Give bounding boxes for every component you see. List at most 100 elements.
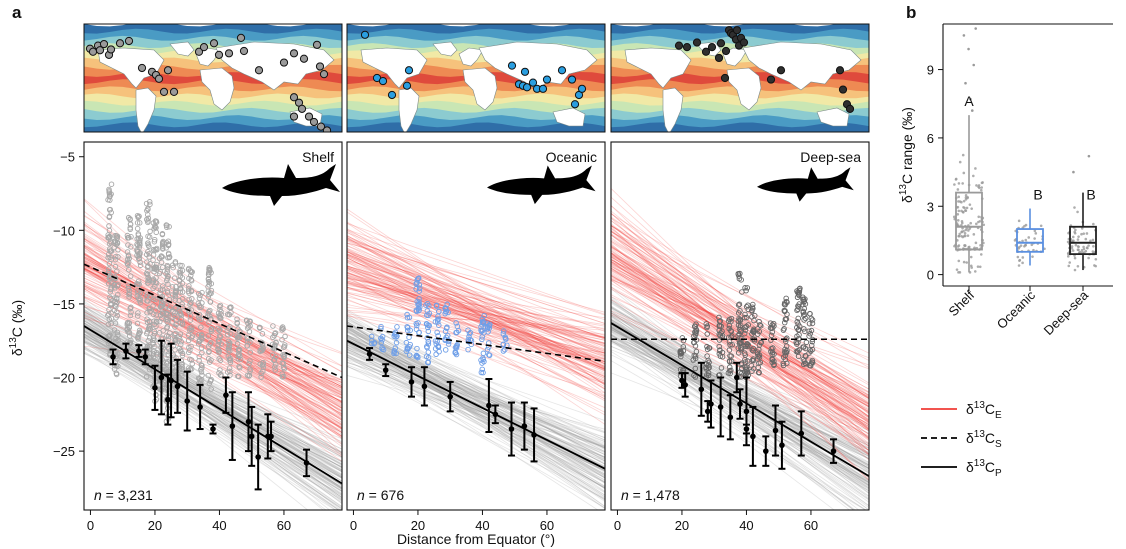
data-point: [282, 333, 288, 340]
posterior-line-baseline: [84, 310, 331, 510]
data-point: [780, 362, 787, 369]
x-tick-label: 20: [411, 518, 425, 533]
data-point: [452, 350, 458, 356]
range-point: [1018, 259, 1021, 262]
posterior-line-baseline: [84, 348, 342, 488]
data-point: [125, 283, 132, 289]
data-point: [105, 280, 112, 287]
category-label: Deep-sea: [1041, 287, 1092, 338]
posterior-line-environment: [347, 271, 605, 372]
posterior-line-baseline: [347, 327, 605, 498]
sample-site: [254, 66, 264, 75]
posterior-line-baseline: [84, 336, 342, 497]
data-point: [143, 216, 150, 223]
posterior-line-baseline: [347, 334, 605, 450]
data-point: [226, 348, 233, 354]
sample-size-n: n: [94, 487, 102, 503]
baseline-mean-line: [347, 339, 605, 470]
range-point: [954, 177, 958, 181]
data-point: [225, 353, 232, 359]
sample-site: [199, 43, 209, 52]
data-point: [143, 251, 150, 258]
data-point: [500, 328, 507, 334]
posterior-line-environment: [347, 288, 605, 341]
data-point: [126, 324, 132, 330]
posterior-line-environment: [347, 274, 605, 359]
data-point: [188, 299, 194, 306]
data-point: [425, 328, 432, 335]
data-point: [205, 372, 211, 379]
y-tick-label: −5: [60, 150, 75, 165]
sample-site: [538, 84, 548, 93]
posterior-line-environment: [611, 227, 869, 421]
data-point: [177, 331, 184, 337]
data-point: [406, 352, 413, 358]
posterior-line-environment: [347, 313, 605, 354]
x-tick-label: 60: [540, 518, 554, 533]
posterior-line-environment: [347, 286, 605, 385]
data-point: [237, 364, 243, 371]
data-point: [172, 291, 179, 298]
data-point: [115, 363, 121, 369]
posterior-line-baseline: [347, 339, 605, 442]
sample-site: [312, 40, 322, 49]
range-point: [969, 221, 973, 225]
data-point: [178, 361, 185, 367]
posterior-line-environment: [347, 231, 605, 396]
posterior-line-baseline: [84, 334, 342, 471]
mean-point: [158, 374, 165, 381]
range-point: [967, 245, 971, 249]
posterior-line-environment: [347, 296, 605, 354]
posterior-line-environment: [347, 270, 605, 366]
data-point: [188, 335, 195, 341]
mean-point: [679, 377, 685, 384]
posterior-line-environment: [347, 306, 605, 335]
data-point: [126, 266, 132, 273]
data-point: [171, 275, 178, 281]
data-point: [163, 222, 170, 228]
data-point: [172, 259, 179, 265]
data-point: [111, 366, 118, 372]
data-point: [802, 353, 808, 359]
y-axis-title-b-base: δ: [899, 195, 915, 203]
posterior-line-environment: [611, 225, 869, 481]
posterior-line-baseline: [611, 337, 855, 510]
range-point: [1082, 245, 1085, 249]
range-point: [1091, 250, 1095, 253]
data-point: [704, 323, 711, 329]
posterior-line-baseline: [347, 349, 605, 444]
data-point: [145, 240, 151, 246]
mean-point: [704, 408, 711, 415]
data-point: [105, 311, 112, 317]
x-tick-label: 0: [614, 518, 621, 533]
range-point: [963, 244, 967, 247]
sample-size-label: n = 3,231: [94, 487, 153, 503]
posterior-line-baseline: [84, 320, 342, 478]
posterior-line-baseline: [84, 341, 342, 453]
data-point: [178, 285, 184, 292]
data-point: [369, 337, 375, 344]
posterior-line-environment: [347, 237, 605, 390]
posterior-line-baseline: [347, 356, 605, 500]
data-point: [164, 288, 171, 294]
posterior-line-environment: [347, 269, 605, 365]
posterior-line-baseline: [84, 322, 342, 469]
x-tick-label: 40: [212, 518, 226, 533]
posterior-line-baseline: [84, 331, 342, 503]
data-point: [187, 347, 193, 354]
data-point: [756, 346, 762, 353]
range-point: [1073, 231, 1077, 235]
data-point: [706, 345, 712, 351]
data-point: [416, 288, 422, 294]
data-point: [178, 347, 184, 354]
y-axis-title-a: δ13C (‰): [8, 300, 25, 356]
data-point: [742, 314, 748, 321]
posterior-line-environment: [611, 278, 869, 407]
data-point: [106, 246, 113, 252]
data-point: [164, 224, 170, 231]
data-point: [479, 366, 486, 373]
posterior-line-baseline: [347, 329, 605, 502]
sample-site: [716, 39, 726, 48]
continent: [97, 47, 165, 89]
posterior-line-baseline: [611, 325, 855, 510]
